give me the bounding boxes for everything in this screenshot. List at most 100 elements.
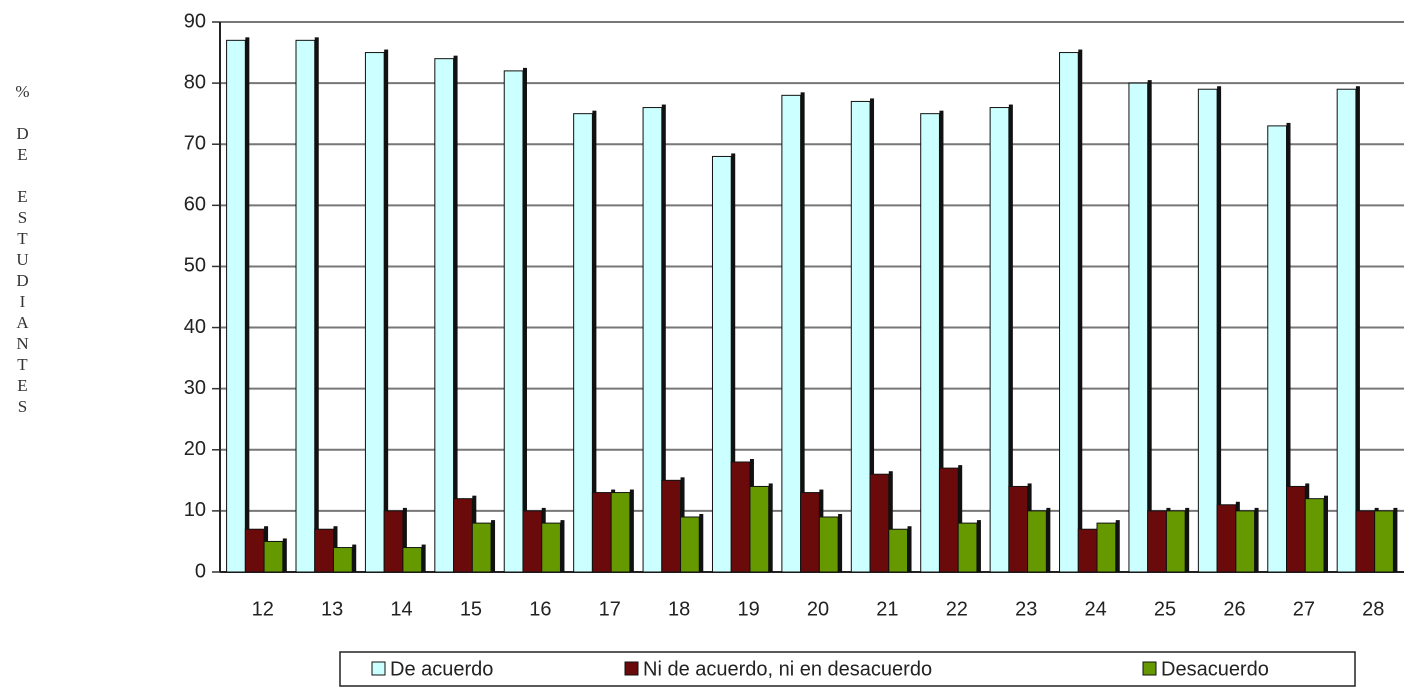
y-tick-label: 30 [184,377,206,399]
x-tick-label: 16 [529,598,551,620]
bar [226,39,246,573]
bar-side [1393,507,1398,572]
bar [263,540,284,573]
bar-side [421,544,426,572]
bar [1336,88,1357,573]
legend-swatch [624,661,639,676]
x-tick-label: 15 [460,598,482,620]
bar [989,107,1010,573]
bar-side [314,37,319,573]
legend-label: Ni de acuerdo, ni en desacuerdo [643,658,932,680]
x-tick-label: 12 [252,598,274,620]
bar-side [522,67,527,572]
bar-side [976,520,981,572]
bar [314,528,334,573]
bar-side [245,37,250,573]
x-tick-label: 13 [321,598,343,620]
bar [850,100,871,573]
bar [1128,82,1149,573]
bar [938,467,959,573]
bar [541,522,561,573]
bar [1197,88,1218,573]
bar-side [1115,520,1120,572]
bar [471,522,492,573]
bar [332,547,353,573]
bar-side [661,104,666,573]
x-tick-label: 18 [668,598,690,620]
bar [295,39,316,573]
bar [1304,498,1325,573]
bar [1374,510,1394,573]
bar-side [1217,86,1222,572]
x-tick-label: 23 [1015,598,1037,620]
bar [818,516,839,573]
bar [402,547,423,573]
y-tick-label: 80 [184,71,206,93]
bar [244,528,265,573]
bar-side [888,471,893,572]
bar [781,94,802,573]
bar [1235,510,1256,573]
bar [573,113,593,573]
x-tick-label: 27 [1293,598,1315,620]
bar-side [1046,507,1051,572]
bar-side [800,92,805,572]
bar-side [592,110,597,573]
y-tick-label: 0 [195,560,206,582]
legend-label: De acuerdo [390,658,493,680]
bar-side [1254,507,1259,572]
bar [800,492,820,573]
y-tick-label: 90 [184,10,206,32]
bar-side [560,520,565,572]
bar-side [402,507,407,572]
bar-side [1286,122,1291,572]
legend-swatch [1142,661,1157,676]
bar-side [768,483,773,572]
bar [453,498,473,573]
bar [1355,510,1376,573]
bar-side [1355,86,1360,572]
bar [1096,522,1117,573]
bar-side [699,514,704,572]
bar-side [629,489,634,572]
bar [1008,485,1029,573]
bar [888,528,909,573]
bar [1147,510,1167,573]
bar [522,510,543,573]
x-tick-label: 28 [1362,598,1384,620]
bar-side [870,98,875,572]
bar [364,52,385,573]
y-tick-label: 10 [184,499,206,521]
bar-side [907,526,912,572]
bar-side [491,520,496,572]
y-tick-label: 70 [184,133,206,155]
y-axis-label: % DE ESTUDIANTES [13,82,32,418]
bar-side [1078,49,1083,573]
bar-side [352,544,357,572]
bar-side [1323,495,1328,572]
x-tick-label: 24 [1085,598,1107,620]
legend-swatch [371,661,386,676]
legend-label: Desacuerdo [1161,658,1269,680]
bar-side [838,514,843,572]
bar-side [731,153,736,572]
bar [730,461,751,573]
x-tick-label: 20 [807,598,829,620]
bar-side [282,538,287,572]
bar [749,485,770,573]
bar [1216,504,1237,573]
bar [1267,125,1288,573]
bar-side [453,55,458,572]
bar [1077,528,1098,573]
x-tick-label: 14 [390,598,412,620]
bar [503,70,524,573]
bar [920,113,940,573]
bar [957,522,978,573]
bar [434,58,455,573]
bar [1286,485,1306,573]
bar [1027,510,1047,573]
x-tick-label: 25 [1154,598,1176,620]
bar-side [1185,507,1190,572]
bar [642,107,663,573]
